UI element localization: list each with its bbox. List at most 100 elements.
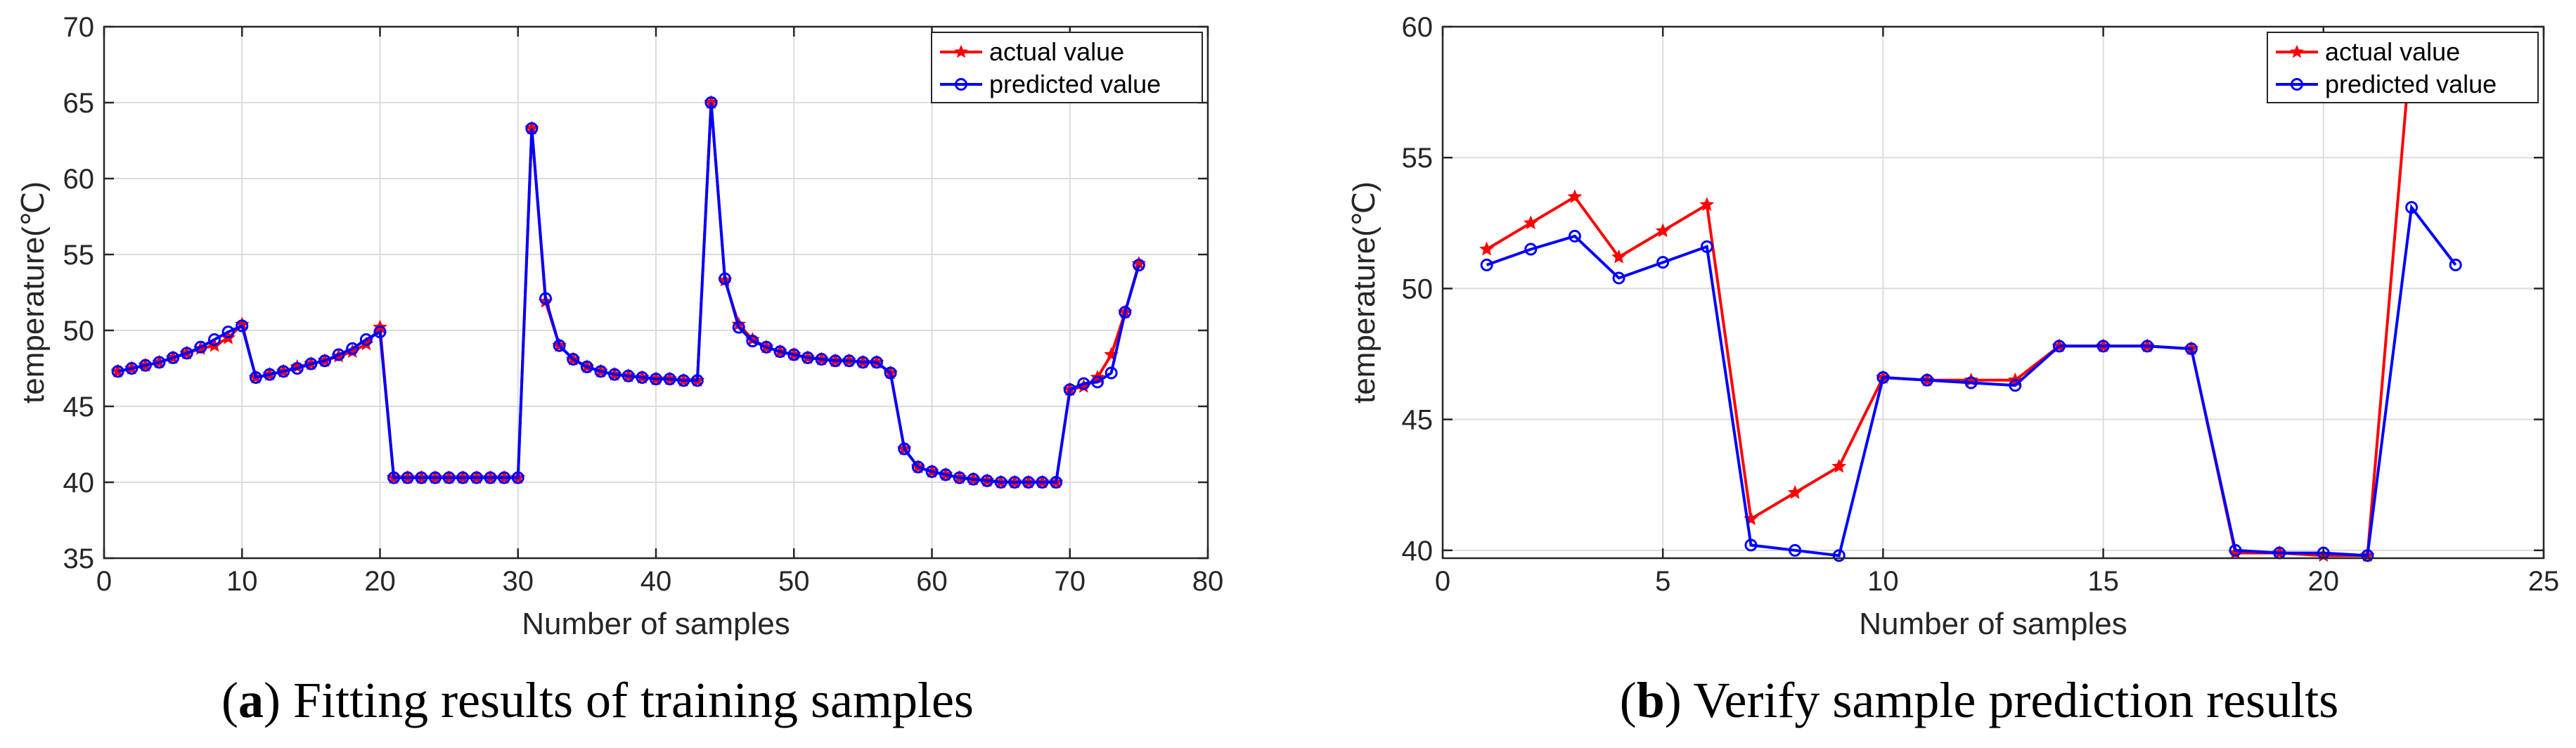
series-line	[117, 102, 1140, 484]
data-point-circle	[1022, 476, 1035, 489]
data-point-circle	[153, 356, 166, 369]
data-point-circle	[677, 374, 690, 387]
legend-entry-predicted: predicted value	[940, 70, 1161, 98]
y-tick-label: 55	[63, 240, 95, 271]
y-tick-label: 45	[1402, 405, 1434, 436]
data-point-star	[1523, 215, 1538, 230]
data-point-circle	[1876, 371, 1890, 385]
legend-box	[2267, 32, 2539, 103]
data-point-circle	[1612, 271, 1625, 285]
caption-b-label: b	[1637, 672, 1665, 728]
y-tick-label: 60	[63, 164, 95, 195]
data-point-circle	[1050, 476, 1063, 489]
y-tick-label: 70	[63, 12, 95, 43]
data-point-circle	[773, 345, 787, 359]
data-point-circle	[139, 359, 152, 372]
y-tick-label: 45	[63, 392, 95, 423]
data-point-circle	[2449, 258, 2462, 271]
y-tick-label: 50	[63, 316, 95, 347]
data-point-circle	[167, 351, 180, 364]
legend: actual value predicted value	[931, 32, 1203, 103]
data-point-circle	[1119, 306, 1132, 319]
x-tick-label: 20	[364, 566, 396, 597]
data-point-circle	[332, 348, 345, 361]
data-point-circle	[842, 354, 856, 368]
data-point-circle	[290, 362, 304, 375]
x-axis-label: Number of samples	[522, 607, 790, 641]
y-tick-label: 60	[1402, 12, 1434, 43]
legend-marker-star	[2290, 44, 2304, 58]
legend-label: predicted value	[989, 70, 1161, 98]
x-tick-label: 30	[503, 566, 534, 597]
data-point-circle	[608, 368, 622, 381]
data-point-circle	[953, 471, 966, 484]
data-point-circle	[221, 325, 235, 339]
data-point-circle	[553, 339, 566, 352]
data-point-circle	[760, 340, 773, 354]
series-actual	[1479, 32, 2419, 562]
data-point-circle	[815, 353, 828, 366]
data-point-star	[1611, 249, 1626, 264]
data-point-circle	[925, 465, 939, 478]
data-point-circle	[373, 325, 387, 339]
legend-entry-actual: actual value	[2276, 37, 2460, 66]
data-point-circle	[1036, 476, 1049, 489]
y-tick-label: 35	[63, 543, 95, 574]
data-point-circle	[2184, 342, 2198, 356]
data-point-circle	[2097, 340, 2110, 353]
data-point-star	[1655, 223, 1670, 238]
data-point-circle	[359, 333, 373, 346]
data-point-circle	[429, 471, 442, 484]
legend-entry-actual: actual value	[940, 37, 1124, 66]
data-point-circle	[1105, 366, 1118, 380]
data-point-circle	[690, 374, 704, 387]
legend-label: actual value	[2325, 37, 2460, 66]
data-point-circle	[704, 96, 718, 109]
data-point-circle	[2052, 340, 2066, 353]
data-point-star	[1567, 189, 1583, 204]
data-point-circle	[263, 368, 276, 381]
x-tick-label: 40	[640, 566, 672, 597]
data-point-circle	[249, 370, 262, 384]
data-point-circle	[442, 471, 456, 484]
data-point-circle	[898, 442, 911, 456]
data-point-circle	[636, 370, 649, 384]
legend: actual value predicted value	[2267, 32, 2539, 103]
data-point-circle	[387, 471, 401, 484]
data-point-circle	[1789, 543, 1802, 557]
data-point-circle	[1921, 373, 1934, 387]
data-point-circle	[304, 357, 318, 370]
x-tick-label: 0	[1435, 566, 1450, 597]
data-point-circle	[1480, 258, 1493, 271]
data-point-circle	[346, 342, 359, 355]
x-axis-label: Number of samples	[1859, 607, 2127, 641]
data-point-circle	[939, 468, 953, 482]
data-point-circle	[1744, 539, 1758, 552]
data-point-circle	[994, 476, 1007, 489]
y-tick-label: 55	[1402, 143, 1434, 174]
legend-entry-predicted: predicted value	[2276, 70, 2497, 98]
data-point-circle	[511, 471, 524, 484]
data-point-circle	[1063, 383, 1076, 396]
data-point-circle	[401, 471, 414, 484]
data-point-star	[1479, 241, 1495, 256]
data-point-circle	[111, 365, 124, 378]
x-tick-label: 15	[2087, 566, 2119, 597]
data-point-circle	[567, 353, 580, 366]
legend-marker-circle	[955, 78, 967, 91]
series-predicted	[1480, 200, 2462, 562]
data-point-circle	[884, 366, 897, 380]
data-point-circle	[208, 333, 221, 346]
data-point-circle	[236, 319, 249, 333]
data-point-circle	[1568, 229, 1581, 243]
chart-panel-a: 0 10 20 30 40 50 60 70 80 35 40 45 50 55 60 65 70 Number …	[16, 12, 1223, 641]
data-point-circle	[415, 471, 428, 484]
data-point-circle	[2361, 549, 2374, 562]
data-point-circle	[622, 369, 635, 382]
data-point-circle	[1656, 256, 1670, 269]
y-axis-label: temperature(℃)	[1347, 181, 1382, 404]
x-tick-label: 60	[916, 566, 948, 597]
data-point-circle	[456, 471, 470, 484]
data-point-circle	[1091, 375, 1104, 389]
